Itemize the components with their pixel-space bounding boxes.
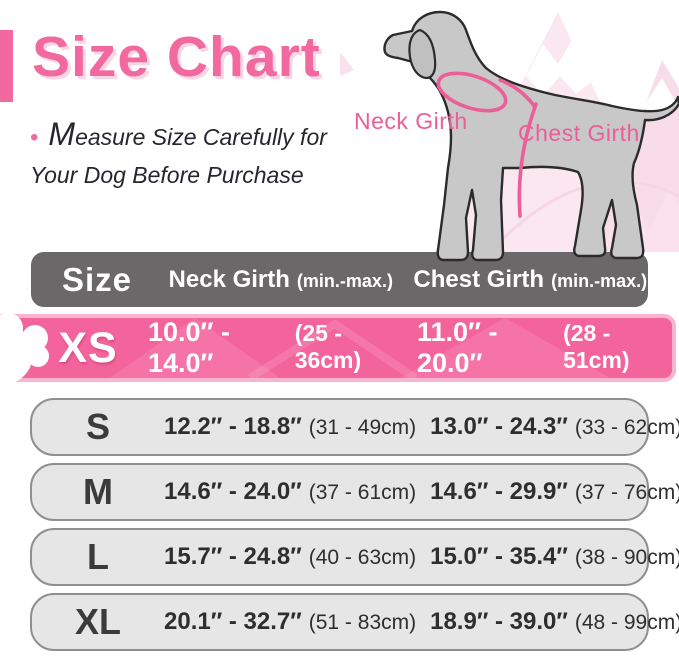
- row-chest-cell: 14.6″ - 29.9″ (37 - 76cm): [416, 478, 679, 506]
- neck-inches: 15.7″ - 24.8″: [164, 543, 302, 570]
- dog-measurement-diagram: Neck Girth Chest Girth: [340, 0, 679, 272]
- row-neck-cell: 14.6″ - 24.0″ (37 - 61cm): [164, 478, 416, 506]
- row-size-label: XS: [58, 323, 118, 372]
- neck-inches: 14.6″ - 24.0″: [164, 478, 302, 505]
- table-header: Size Neck Girth (min.-max.) Chest Girth …: [31, 252, 648, 307]
- row-size-label: XL: [74, 601, 121, 642]
- bullet-icon: •: [30, 124, 39, 151]
- chest-cm: (33 - 62cm): [574, 416, 679, 439]
- chest-inches: 18.9″ - 39.0″: [430, 608, 568, 635]
- neck-inches: 12.2″ - 18.8″: [164, 413, 302, 440]
- title-accent-bar: [0, 30, 13, 102]
- row-size-label: S: [85, 406, 110, 447]
- page-title: Size Chart: [32, 25, 321, 89]
- row-chest-cell: 11.0″ - 20.0″ (28 - 51cm): [403, 317, 672, 379]
- dog-silhouette: [340, 10, 679, 262]
- neck-inches: 10.0″ - 14.0″: [148, 317, 230, 378]
- row-neck-cell: 10.0″ - 14.0″ (25 - 36cm): [148, 317, 403, 379]
- row-size-label: M: [83, 471, 113, 512]
- header-chest: Chest Girth (min.-max.): [399, 266, 649, 294]
- row-size-label: L: [87, 536, 109, 577]
- neck-inches: 20.1″ - 32.7″: [164, 608, 302, 635]
- row-neck-cell: 12.2″ - 18.8″ (31 - 49cm): [164, 413, 416, 441]
- header-chest-label: Chest Girth: [413, 265, 545, 293]
- chest-inches: 13.0″ - 24.3″: [430, 413, 568, 440]
- table-row-xs-highlighted: XS 10.0″ - 14.0″ (25 - 36cm) 11.0″ - 20.…: [0, 314, 676, 382]
- note-text: easure Size Carefully for Your Dog Befor…: [30, 124, 327, 188]
- chest-cm: (48 - 99cm): [574, 611, 679, 634]
- note-lead-letter: M: [48, 116, 76, 152]
- header-neck-label: Neck Girth: [168, 265, 290, 293]
- row-neck-cell: 20.1″ - 32.7″ (51 - 83cm): [164, 608, 416, 636]
- chest-inches: 11.0″ - 20.0″: [417, 317, 498, 378]
- chest-inches: 15.0″ - 35.4″: [430, 543, 568, 570]
- neck-girth-label: Neck Girth: [354, 108, 468, 134]
- header-size: Size: [61, 260, 133, 298]
- chest-cm: (28 - 51cm): [563, 320, 630, 373]
- row-chest-cell: 13.0″ - 24.3″ (33 - 62cm): [416, 413, 679, 441]
- measure-note: • Measure Size Carefully for Your Dog Bef…: [30, 110, 360, 193]
- row-chest-cell: 15.0″ - 35.4″ (38 - 90cm): [416, 543, 679, 571]
- header-neck-range: (min.-max.): [296, 270, 393, 291]
- chest-inches: 14.6″ - 29.9″: [430, 478, 568, 505]
- table-row-m: M 14.6″ - 24.0″ (37 - 61cm) 14.6″ - 29.9…: [30, 463, 679, 521]
- neck-cm: (37 - 61cm): [308, 481, 417, 504]
- row-neck-cell: 15.7″ - 24.8″ (40 - 63cm): [164, 543, 416, 571]
- table-row-xl: XL 20.1″ - 32.7″ (51 - 83cm) 18.9″ - 39.…: [30, 593, 679, 651]
- neck-cm: (31 - 49cm): [308, 416, 417, 439]
- neck-cm: (51 - 83cm): [308, 611, 417, 634]
- chest-cm: (37 - 76cm): [574, 481, 679, 504]
- row-chest-cell: 18.9″ - 39.0″ (48 - 99cm): [416, 608, 679, 636]
- header-neck: Neck Girth (min.-max.): [163, 266, 399, 294]
- table-row-s: S 12.2″ - 18.8″ (31 - 49cm) 13.0″ - 24.3…: [30, 398, 679, 456]
- dog-ear: [408, 28, 437, 80]
- harness-lines: [436, 71, 538, 218]
- header-chest-range: (min.-max.): [551, 270, 648, 291]
- paw-icon: [0, 314, 49, 382]
- table-row-l: L 15.7″ - 24.8″ (40 - 63cm) 15.0″ - 35.4…: [30, 528, 679, 586]
- neck-cm: (40 - 63cm): [308, 546, 417, 569]
- neck-cm: (25 - 36cm): [294, 320, 362, 373]
- chest-girth-label: Chest Girth: [518, 120, 640, 146]
- chest-cm: (38 - 90cm): [574, 546, 679, 569]
